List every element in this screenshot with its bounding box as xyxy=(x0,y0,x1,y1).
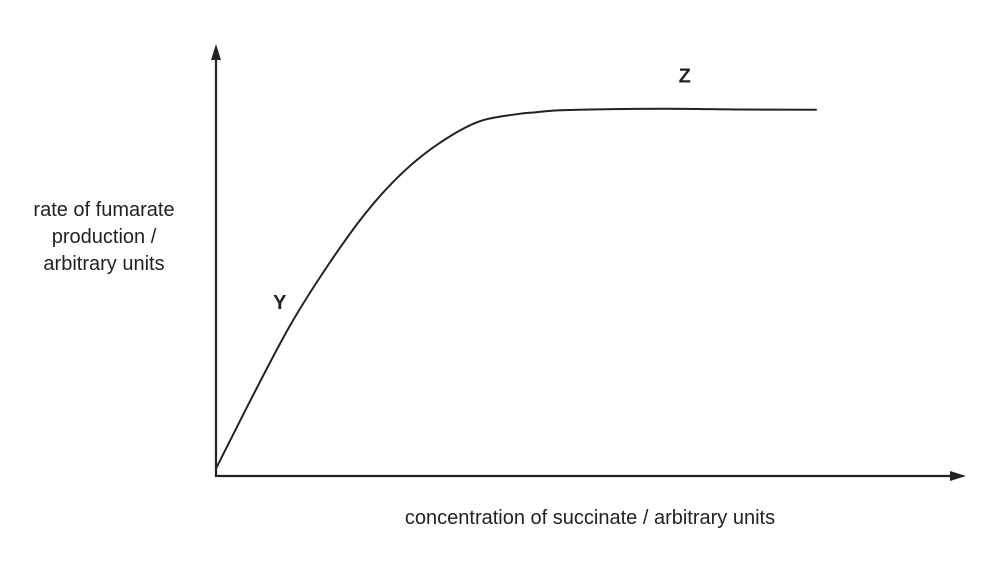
y-axis-label-line: arbitrary units xyxy=(43,253,165,275)
y-axis-label: rate of fumarate production / arbitrary … xyxy=(8,197,200,278)
y-axis-label-line: rate of fumarate xyxy=(33,199,175,221)
y-axis-arrowhead xyxy=(211,44,221,60)
annotation-z: Z xyxy=(679,66,691,88)
x-axis-label: concentration of succinate / arbitrary u… xyxy=(405,507,775,529)
y-axis-label-line: production / xyxy=(51,226,157,248)
axes xyxy=(211,44,966,481)
series-line xyxy=(215,107,817,470)
x-axis-arrowhead xyxy=(950,471,966,481)
annotations: YZ xyxy=(273,66,691,314)
annotation-y: Y xyxy=(273,292,287,314)
